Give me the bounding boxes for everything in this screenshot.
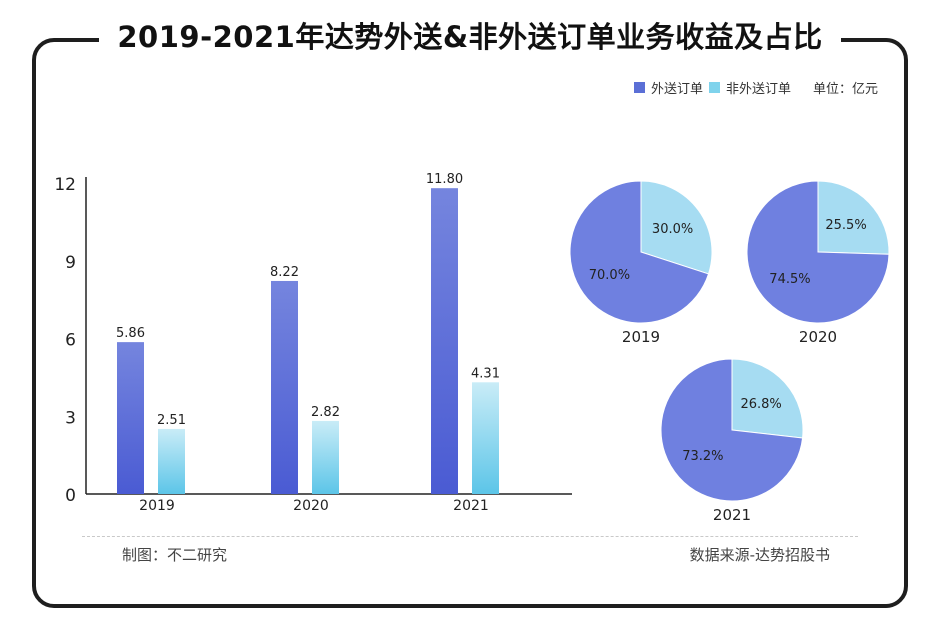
data-label-non-delivery-2019: 2.51	[157, 413, 186, 428]
pie-charts: 30.0% 70.0% 2019 25.5% 74.5% 2020 26.8% 73.2% 20…	[569, 180, 890, 524]
legend-label-non-delivery: 非外送订单	[725, 82, 791, 97]
bar-delivery-2020	[271, 280, 298, 494]
bar-chart: 0 3 6 9 12 2019 5.86 2.51 2020 8.22 2.82 2021 11.80 4…	[54, 172, 572, 514]
pie-slice-delivery-2020	[746, 180, 890, 324]
pie-label-delivery-2019: 70.0%	[589, 268, 630, 283]
x-tick-label-2020: 2020	[293, 498, 329, 514]
x-tick-label-2019: 2019	[139, 498, 175, 514]
footer-source: 数据来源-达势招股书	[689, 546, 830, 564]
data-label-non-delivery-2021: 4.31	[471, 366, 500, 381]
legend-label-delivery: 外送订单	[650, 82, 703, 97]
y-tick-label-3: 3	[65, 408, 76, 428]
pie-slice-non-delivery-2019	[640, 180, 713, 275]
pie-title-2021: 2021	[713, 506, 751, 524]
chart-title: 2019-2021年达势外送&非外送订单业务收益及占比	[99, 14, 841, 60]
data-label-delivery-2020: 8.22	[270, 265, 299, 280]
pie-slice-non-delivery-2021	[731, 358, 804, 439]
data-label-delivery-2021: 11.80	[426, 172, 463, 187]
pie-title-2019: 2019	[622, 328, 660, 346]
pie-label-non-delivery-2020: 25.5%	[825, 218, 866, 233]
legend-swatch-non-delivery	[708, 82, 720, 93]
y-tick-label-9: 9	[65, 253, 76, 273]
legend-unit: 单位：亿元	[812, 82, 878, 97]
data-label-delivery-2019: 5.86	[116, 326, 145, 341]
pie-label-delivery-2020: 74.5%	[769, 272, 810, 287]
pie-slice-delivery-2021	[660, 358, 804, 502]
pie-label-delivery-2021: 73.2%	[682, 449, 723, 464]
pie-label-non-delivery-2019: 30.0%	[652, 222, 693, 237]
y-tick-label-0: 0	[65, 486, 76, 506]
title-wrap: 2019-2021年达势外送&非外送订单业务收益及占比	[0, 14, 940, 60]
bar-non-delivery-2020	[312, 420, 339, 494]
pie-slice-non-delivery-2020	[817, 180, 890, 255]
footer-divider	[82, 536, 858, 537]
pie-slice-delivery-2019	[569, 180, 710, 324]
footer-credit: 制图：不二研究	[122, 546, 228, 564]
y-tick-label-12: 12	[54, 175, 76, 195]
x-tick-label-2021: 2021	[453, 498, 489, 514]
bar-delivery-2019	[117, 342, 144, 494]
bar-non-delivery-2019	[158, 428, 185, 494]
bar-non-delivery-2021	[472, 382, 499, 494]
legend-swatch-delivery	[633, 82, 645, 93]
pie-title-2020: 2020	[799, 328, 837, 346]
data-label-non-delivery-2020: 2.82	[311, 405, 340, 420]
bar-delivery-2021	[431, 188, 458, 494]
pie-label-non-delivery-2021: 26.8%	[740, 397, 781, 412]
legend: 外送订单 非外送订单 单位：亿元	[633, 78, 878, 97]
y-tick-label-6: 6	[65, 331, 76, 351]
